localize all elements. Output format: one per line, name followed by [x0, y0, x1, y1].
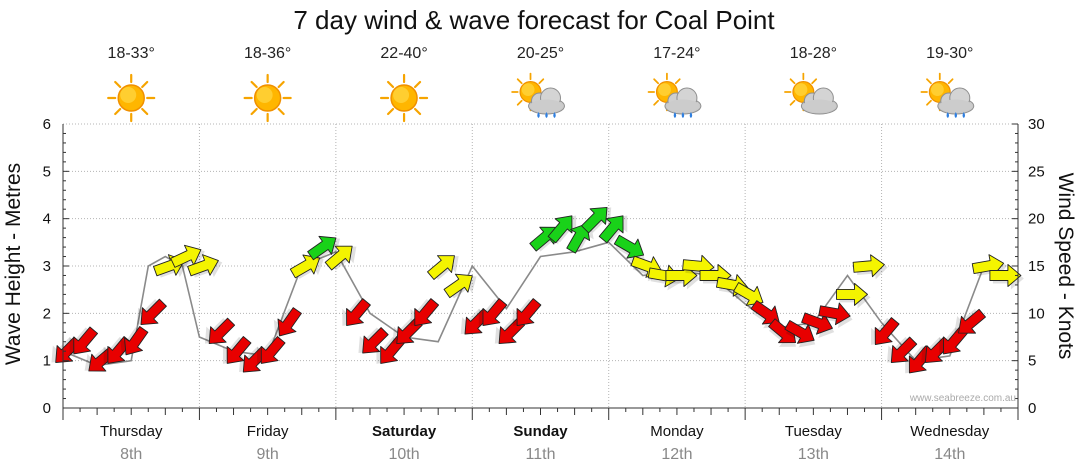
day-temp-range: 18-33° [108, 45, 155, 62]
wind-arrow [939, 326, 968, 355]
wind-arrow [887, 336, 918, 363]
y-left-tick-label: 3 [43, 258, 51, 275]
wind-arrow [120, 326, 149, 356]
wind-arrow-series [51, 206, 1024, 374]
day-name-label: Monday [650, 423, 704, 440]
day-name-label: Saturday [372, 423, 437, 440]
y-left-tick-label: 5 [43, 163, 51, 180]
sun-icon [107, 73, 156, 123]
day-headers: 18-33° Thursday 8th 18-36° Friday 9th 22-40° Sa… [100, 45, 990, 463]
y-right-tick-label: 25 [1028, 163, 1045, 180]
y-left-tick-label: 6 [43, 116, 51, 133]
sun-icon [243, 73, 292, 123]
wind-arrow [324, 245, 357, 271]
wind-arrow [358, 327, 389, 354]
y-axis-left-label: Wave Height - Metres [2, 163, 25, 365]
wind-arrow [478, 298, 508, 327]
y-left-tick-label: 4 [43, 211, 51, 228]
wind-arrow [427, 255, 459, 280]
day-temp-range: 22-40° [380, 45, 427, 62]
day-date-label: 8th [120, 446, 142, 463]
wind-arrow [581, 206, 612, 234]
wind-arrow [954, 308, 986, 334]
y-right-tick-label: 0 [1028, 400, 1036, 417]
day-temp-range: 17-24° [653, 45, 700, 62]
day-name-label: Thursday [100, 423, 163, 440]
y-left-tick-label: 0 [43, 400, 51, 417]
day-date-label: 11th [526, 446, 556, 463]
wind-arrow [204, 317, 236, 345]
chart-title: 7 day wind & wave forecast for Coal Poin… [293, 5, 775, 35]
y-right-tick-label: 15 [1028, 258, 1045, 275]
wind-arrow [801, 312, 835, 339]
y-right-tick-label: 30 [1028, 116, 1045, 133]
day-date-label: 14th [934, 446, 965, 463]
wind-arrow [836, 282, 871, 309]
y-right-tick-label: 5 [1028, 353, 1036, 370]
day-temp-range: 18-36° [244, 45, 291, 62]
wind-arrow [818, 302, 853, 329]
sun-icon [379, 73, 429, 123]
axes [62, 123, 1019, 420]
day-temp-range: 18-28° [790, 45, 837, 62]
wind-arrow [784, 320, 816, 348]
day-date-label: 9th [257, 446, 279, 463]
wind-arrow [598, 215, 628, 244]
wind-arrow [342, 298, 371, 327]
wave-height-line [62, 241, 1002, 367]
wind-arrow [989, 264, 1024, 290]
wind-arrow [136, 298, 167, 326]
day-temp-range: 20-25° [517, 45, 564, 62]
day-date-label: 10th [389, 446, 420, 463]
day-name-label: Wednesday [910, 423, 989, 440]
wind-arrow [222, 336, 252, 364]
wind-arrow [273, 307, 302, 337]
wind-arrow [289, 254, 324, 279]
day-date-label: 12th [661, 446, 692, 463]
y-right-tick-label: 10 [1028, 305, 1045, 322]
y-axis-left-ticks: 0 1 2 3 4 5 6 [43, 116, 51, 417]
wind-arrow [257, 336, 286, 364]
wind-arrow [852, 254, 888, 280]
wind-arrow [307, 235, 341, 261]
y-right-tick-label: 20 [1028, 211, 1045, 228]
y-left-tick-label: 1 [43, 353, 51, 370]
day-name-label: Friday [247, 423, 289, 440]
watermark: www.seabreeze.com.au [909, 393, 1016, 404]
wind-arrow [410, 298, 440, 327]
wind-arrow [69, 326, 99, 355]
wind-arrow [547, 215, 577, 244]
y-axis-right-ticks: 0 5 10 15 20 25 30 [1028, 116, 1045, 417]
y-left-tick-label: 2 [43, 305, 51, 322]
day-name-label: Tuesday [785, 423, 842, 440]
day-date-label: 13th [798, 446, 829, 463]
wind-arrow [512, 298, 542, 327]
wind-arrow [443, 273, 477, 299]
day-name-label: Sunday [513, 423, 568, 440]
y-axis-right-label: Wind Speed - Knots [1054, 173, 1077, 360]
wind-arrow [187, 254, 223, 278]
wave-height-series [62, 241, 1002, 367]
day-temp-range: 19-30° [926, 45, 973, 62]
wind-arrow [871, 317, 900, 346]
